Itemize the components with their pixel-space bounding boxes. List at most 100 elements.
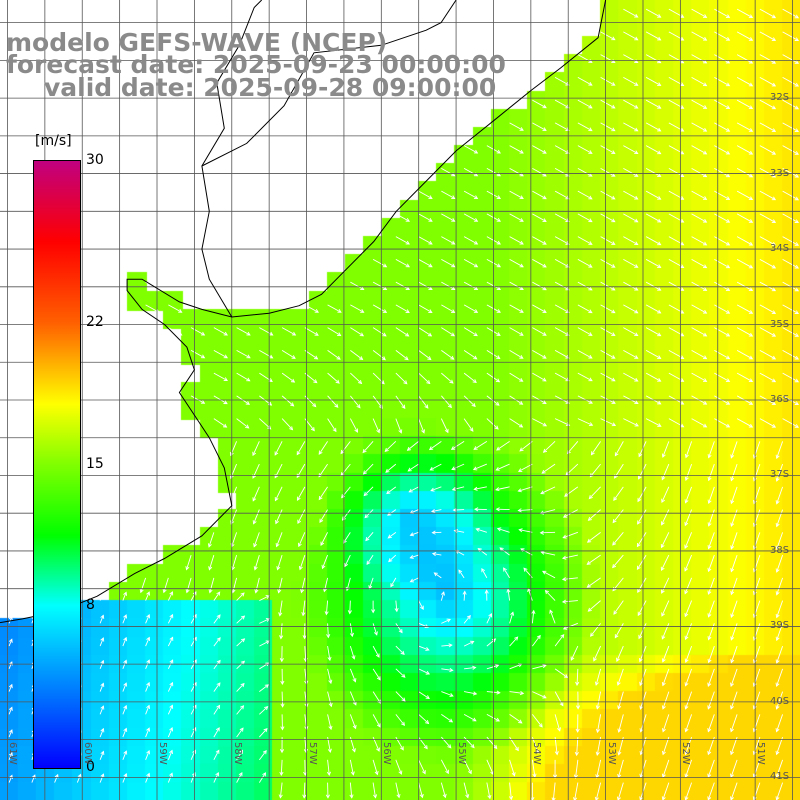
- wind-arrow-head: [229, 451, 234, 457]
- wind-arrow: [691, 236, 707, 246]
- wind-arrow-head: [517, 508, 522, 513]
- wind-arrow: [259, 327, 273, 336]
- wind-arrow: [691, 99, 707, 109]
- wind-arrow: [327, 349, 341, 360]
- wind-arrow: [418, 668, 430, 675]
- wind-arrow: [365, 532, 374, 541]
- wind-arrow-head: [725, 332, 731, 337]
- wind-arrow: [395, 759, 402, 775]
- wind-arrow: [623, 349, 638, 359]
- wind-arrow: [496, 463, 510, 471]
- wind-arrow: [463, 395, 476, 407]
- wind-arrow: [463, 258, 478, 268]
- wind-arrow: [388, 554, 397, 562]
- wind-arrow: [554, 327, 570, 336]
- wind-arrow: [554, 122, 570, 131]
- wind-arrow: [167, 591, 173, 601]
- wind-arrow-head: [611, 36, 616, 41]
- wind-arrow-head: [794, 219, 800, 223]
- wind-arrow: [612, 509, 624, 523]
- wind-arrow: [736, 258, 753, 269]
- wind-arrow: [168, 327, 182, 336]
- wind-arrow: [730, 532, 738, 549]
- wind-arrow: [554, 418, 570, 426]
- wind-arrow-head: [753, 545, 757, 550]
- wind-arrow: [395, 736, 404, 751]
- wind-arrow: [759, 76, 776, 87]
- wind-arrow: [691, 281, 707, 291]
- wind-arrow-head: [560, 633, 565, 639]
- wind-arrow: [362, 441, 374, 453]
- wind-arrow: [259, 349, 273, 359]
- wind-arrow: [708, 645, 715, 663]
- wind-arrow-head: [680, 332, 685, 337]
- wind-arrow: [349, 600, 351, 614]
- wind-arrow-head: [169, 613, 174, 619]
- wind-arrow-head: [771, 37, 777, 41]
- wind-arrow-head: [794, 242, 800, 246]
- wind-arrow: [418, 349, 432, 360]
- wind-arrow: [596, 691, 602, 709]
- wind-arrow-head: [296, 496, 301, 501]
- wind-arrow: [213, 349, 228, 359]
- wind-arrow: [759, 213, 776, 223]
- wind-arrow: [372, 759, 378, 775]
- wind-arrow-head: [373, 631, 378, 636]
- wind-arrow: [441, 372, 454, 384]
- wind-arrow: [349, 691, 357, 706]
- wind-arrow: [441, 736, 452, 749]
- wind-arrow: [319, 509, 328, 523]
- wind-arrow-head: [275, 519, 279, 525]
- wind-arrow-head: [542, 354, 547, 359]
- wind-arrow-head: [123, 682, 128, 687]
- wind-arrow-head: [356, 404, 361, 409]
- wind-arrow: [691, 372, 707, 382]
- wind-arrow-head: [185, 566, 190, 571]
- wind-arrow-head: [634, 332, 639, 337]
- wind-arrow-head: [794, 264, 800, 269]
- wind-arrow-head: [396, 794, 401, 799]
- wind-arrow-head: [326, 634, 331, 639]
- wind-arrow-head: [657, 218, 662, 223]
- wind-arrow: [486, 395, 500, 406]
- wind-arrow-head: [725, 241, 731, 246]
- longitude-label: 60W: [82, 742, 94, 765]
- wind-arrow-head: [634, 400, 639, 405]
- wind-arrow: [463, 418, 474, 432]
- wind-arrow-head: [208, 566, 213, 571]
- wind-arrow: [122, 705, 127, 715]
- wind-arrow-head: [614, 634, 619, 639]
- wind-arrow-head: [556, 727, 561, 732]
- wind-arrow-head: [254, 589, 259, 594]
- wind-arrow: [346, 577, 351, 591]
- wind-arrow-head: [540, 490, 545, 495]
- wind-arrow-head: [192, 591, 197, 596]
- wind-arrow: [759, 258, 776, 269]
- wind-arrow: [463, 304, 478, 313]
- wind-arrow-head: [561, 555, 567, 560]
- wind-arrow: [441, 213, 455, 222]
- wind-arrow-head: [660, 543, 665, 549]
- wind-arrow-head: [748, 173, 754, 178]
- wind-arrow-head: [730, 477, 735, 482]
- wind-arrow-head: [707, 522, 712, 527]
- latitude-label: 32S: [770, 92, 790, 104]
- wind-arrow: [8, 684, 13, 692]
- wind-arrow: [441, 668, 453, 671]
- wind-arrow-head: [100, 773, 105, 778]
- wind-arrow: [707, 668, 715, 687]
- wind-arrow-head: [725, 310, 731, 314]
- wind-arrow-head: [771, 287, 777, 292]
- wind-arrow: [252, 486, 260, 501]
- wind-arrow-head: [639, 751, 644, 756]
- wind-arrow: [782, 8, 799, 19]
- wind-arrow-head: [474, 507, 479, 512]
- wind-arrow: [463, 615, 471, 624]
- wind-arrow: [618, 736, 624, 755]
- wind-arrow: [562, 577, 578, 580]
- wind-arrow: [600, 190, 615, 200]
- wind-arrow: [509, 167, 524, 177]
- wind-arrow: [434, 572, 442, 579]
- wind-arrow-head: [636, 542, 641, 548]
- wind-arrow: [296, 441, 306, 455]
